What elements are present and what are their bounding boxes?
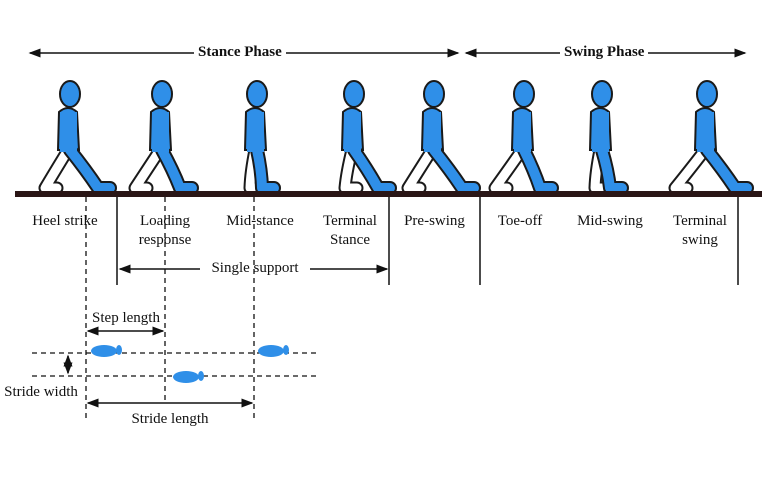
single-support-label: Single support (211, 260, 299, 276)
event-toe-off: Toe-off (497, 213, 543, 229)
walking-figure (668, 80, 754, 195)
head (423, 80, 445, 108)
head (513, 80, 535, 108)
event-loading-response: Loading response (138, 213, 192, 248)
stance-phase-label: Stance Phase (194, 44, 286, 61)
walking-figure (588, 80, 629, 195)
head (246, 80, 268, 108)
footprint (258, 345, 289, 357)
head (151, 80, 173, 108)
event-terminal-swing: Terminal swing (673, 213, 727, 248)
walking-figure (488, 80, 559, 195)
head (59, 80, 81, 108)
walking-figure (128, 80, 199, 195)
step-length-label: Step length (92, 310, 160, 326)
stride-width-label: Stride width (4, 384, 78, 400)
event-pre-swing: Pre-swing (404, 213, 465, 229)
phase-separators (116, 197, 739, 285)
stride-length-label: Stride length (131, 411, 209, 427)
walking-figure (401, 80, 481, 195)
walking-figure (38, 80, 117, 195)
swing-phase-label: Swing Phase (560, 44, 649, 61)
event-terminal-stance: Terminal Stance (323, 213, 377, 248)
walking-figure (243, 80, 281, 195)
footprint (91, 345, 122, 357)
head (591, 80, 613, 108)
head (696, 80, 718, 108)
walking-figure (338, 80, 397, 195)
walking-figures (38, 80, 754, 195)
footprint (173, 371, 204, 383)
head (343, 80, 365, 108)
event-mid-stance: Mid-stance (226, 213, 294, 229)
event-mid-swing: Mid-swing (577, 213, 643, 229)
event-heel-strike: Heel strike (32, 213, 98, 229)
footprints (91, 345, 289, 383)
